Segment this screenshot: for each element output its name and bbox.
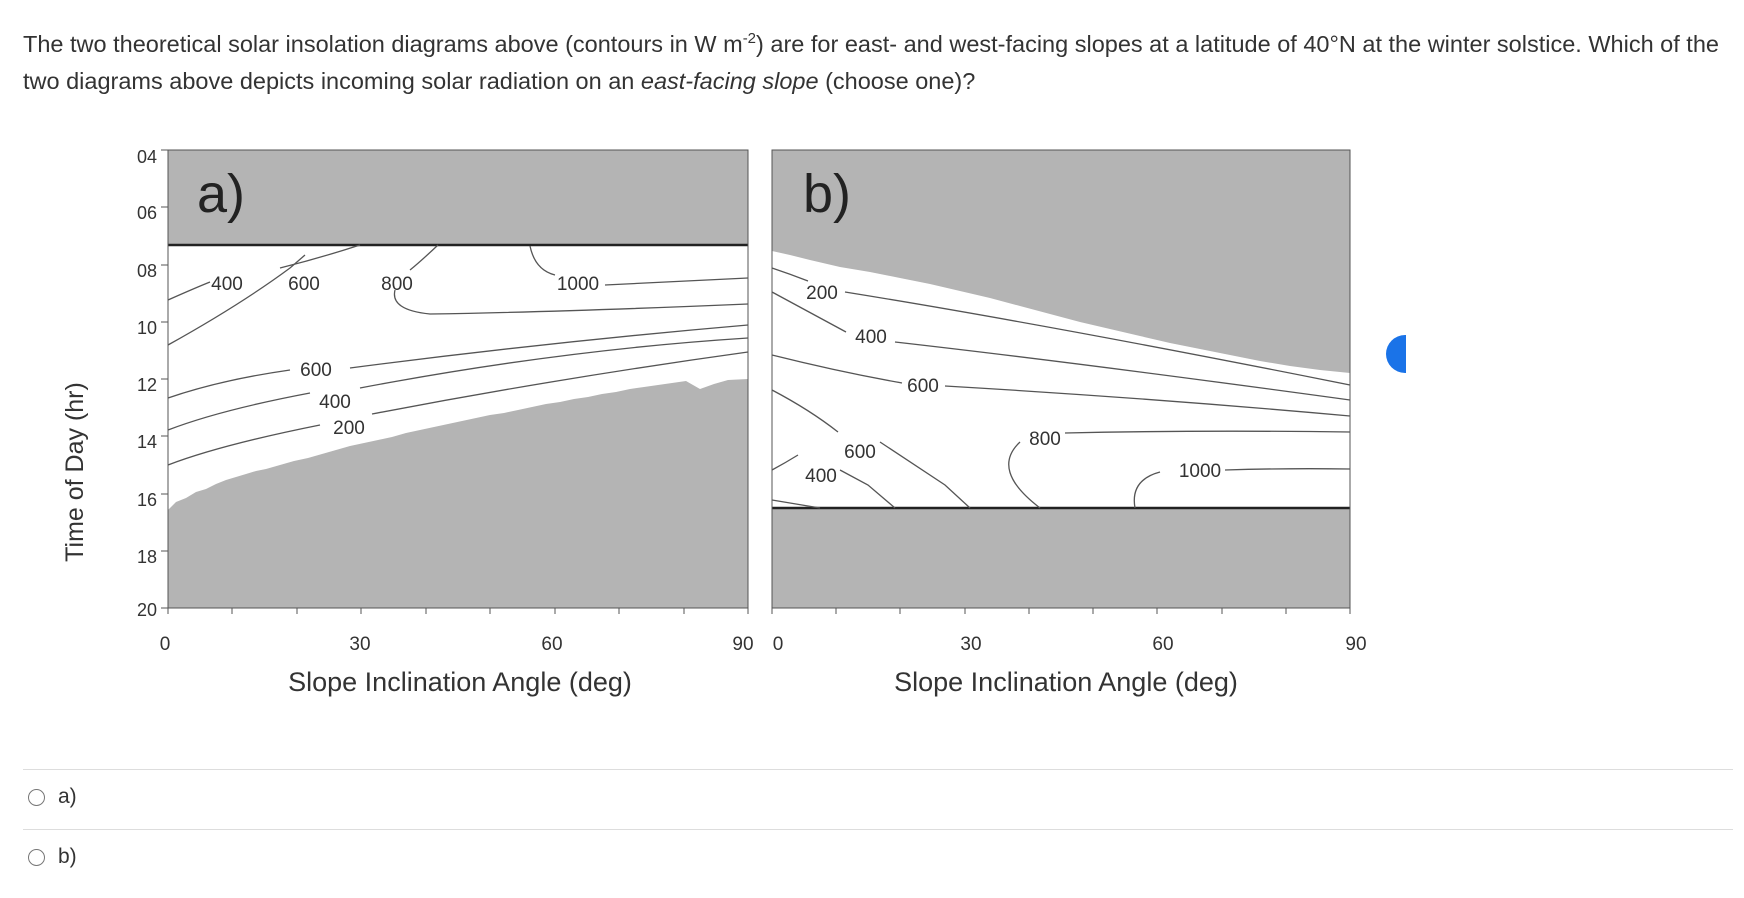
panel-b-letter: b) [803, 164, 851, 224]
panel-b: b) 200 400 600 600 400 800 1000 [771, 149, 1351, 609]
contour-line [771, 499, 821, 509]
x-tick-label: 0 [160, 634, 171, 655]
option-divider [23, 769, 1733, 770]
contour-label: 400 [805, 466, 837, 487]
question-part: The two theoretical solar insolation dia… [23, 31, 743, 57]
contour-label: 200 [333, 418, 365, 439]
option-b-radio[interactable] [28, 848, 45, 866]
contour-line [894, 341, 1351, 401]
contour-line [844, 291, 1351, 386]
y-tick-label: 04 [137, 147, 157, 167]
option-a-radio[interactable] [28, 788, 45, 806]
contour-label: 800 [381, 274, 413, 295]
contour-line [944, 385, 1351, 417]
contour-label: 400 [855, 327, 887, 348]
y-tick-label: 16 [137, 490, 157, 510]
contour-line [1133, 471, 1161, 509]
option-b-label: b) [58, 845, 77, 868]
option-a-label: a) [58, 785, 77, 808]
contour-line [771, 267, 809, 282]
question-emphasis: east-facing slope [640, 68, 819, 94]
selection-handle[interactable] [1386, 335, 1406, 373]
panel-b-frame [771, 149, 1351, 609]
option-b[interactable]: b) [28, 842, 77, 872]
x-tick-label: 60 [1152, 634, 1173, 655]
y-axis: 04 06 08 10 12 14 16 18 20 Time of Day (… [61, 147, 168, 620]
y-tick-label: 06 [137, 203, 157, 223]
panel-a-shade-top [168, 150, 748, 245]
contour-line [167, 281, 211, 301]
contour-line [604, 277, 749, 286]
y-tick-label: 12 [137, 375, 157, 395]
y-tick-label: 14 [137, 432, 157, 452]
contour-label: 200 [806, 283, 838, 304]
x-tick-label: 0 [773, 634, 784, 655]
unit-exponent: -2 [742, 30, 757, 48]
panel-a-letter: a) [197, 164, 245, 224]
contour-line [371, 351, 749, 415]
x-axis-b: 0 30 60 90 Slope Inclination Angle (deg) [771, 608, 1367, 697]
contour-label: 1000 [1179, 461, 1221, 482]
panel-a-shade-bottom [168, 379, 748, 608]
contour-label: 600 [288, 274, 320, 295]
contour-line [167, 369, 291, 399]
question-part: ) are for east- and west-facing slopes a… [23, 31, 1719, 94]
y-tick-label: 10 [137, 318, 157, 338]
contour-label: 400 [319, 392, 351, 413]
contour-label: 400 [211, 274, 243, 295]
contour-label: 600 [907, 376, 939, 397]
contour-line [167, 392, 311, 431]
contour-line [529, 245, 556, 276]
x-axis-label: Slope Inclination Angle (deg) [894, 667, 1238, 697]
insolation-figure: a) 400 600 800 1000 600 400 200 [61, 147, 1367, 697]
contour-line [359, 337, 749, 389]
x-axis-a: 0 30 60 90 Slope Inclination Angle (deg) [160, 608, 754, 697]
contour-label: 800 [1029, 429, 1061, 450]
contour-line [771, 454, 799, 471]
contour-line [279, 244, 361, 269]
contour-line [1008, 441, 1041, 509]
contour-label: 1000 [557, 274, 599, 295]
x-axis-label: Slope Inclination Angle (deg) [288, 667, 632, 697]
contour-line [349, 324, 749, 369]
panel-b-shade-bottom [772, 508, 1350, 608]
contour-line [1224, 468, 1351, 471]
option-a[interactable]: a) [28, 782, 77, 812]
panel-b-shade-top [772, 150, 1350, 373]
contour-label: 600 [844, 442, 876, 463]
contour-line [167, 254, 306, 346]
y-tick-label: 08 [137, 261, 157, 281]
contour-line [393, 289, 749, 315]
x-tick-label: 30 [960, 634, 981, 655]
contour-line [839, 469, 896, 509]
contour-line [771, 354, 903, 384]
y-tick-label: 20 [137, 600, 157, 620]
contour-line [879, 441, 971, 509]
question-part: (choose one)? [818, 68, 976, 94]
y-tick-label: 18 [137, 547, 157, 567]
option-divider [23, 829, 1733, 830]
question-text: The two theoretical solar insolation dia… [23, 26, 1733, 100]
contour-line [1064, 430, 1351, 434]
x-tick-label: 90 [1345, 634, 1366, 655]
x-tick-label: 60 [541, 634, 562, 655]
x-tick-label: 30 [349, 634, 370, 655]
contour-line [409, 244, 439, 271]
x-tick-label: 90 [732, 634, 753, 655]
y-axis-label: Time of Day (hr) [61, 382, 89, 562]
panel-a: a) 400 600 800 1000 600 400 200 [167, 149, 749, 609]
contour-label: 600 [300, 360, 332, 381]
contour-line [167, 424, 321, 466]
contour-line [771, 291, 847, 333]
contour-line [771, 389, 839, 433]
